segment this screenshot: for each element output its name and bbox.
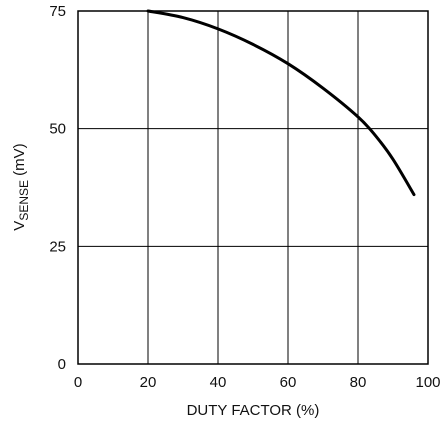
grid — [77, 10, 429, 365]
x-tick-label: 20 — [140, 374, 157, 391]
y-axis-label: VSENSE (mV) — [11, 143, 31, 230]
y-tick-label: 75 — [49, 3, 66, 20]
y-tick-label: 25 — [49, 238, 66, 255]
y-axis-label-main: V — [11, 221, 28, 231]
y-tick-label: 50 — [49, 121, 66, 138]
plot-frame — [77, 10, 429, 365]
series-line — [146, 9, 416, 197]
x-tick-label: 80 — [350, 374, 367, 391]
y-tick-label: 0 — [58, 356, 66, 373]
x-tick-label: 100 — [415, 374, 440, 391]
x-tick-label: 0 — [74, 374, 82, 391]
x-tick-label: 40 — [210, 374, 227, 391]
tick-labels: 0 20 40 60 80 100 0 25 50 75 — [49, 3, 440, 391]
x-axis-label: DUTY FACTOR (%) — [187, 402, 320, 419]
series-layer — [146, 9, 416, 197]
x-tick-label: 60 — [280, 374, 297, 391]
y-axis-label-suffix: (mV) — [11, 143, 28, 180]
y-axis-label-subscript: SENSE — [17, 180, 31, 221]
